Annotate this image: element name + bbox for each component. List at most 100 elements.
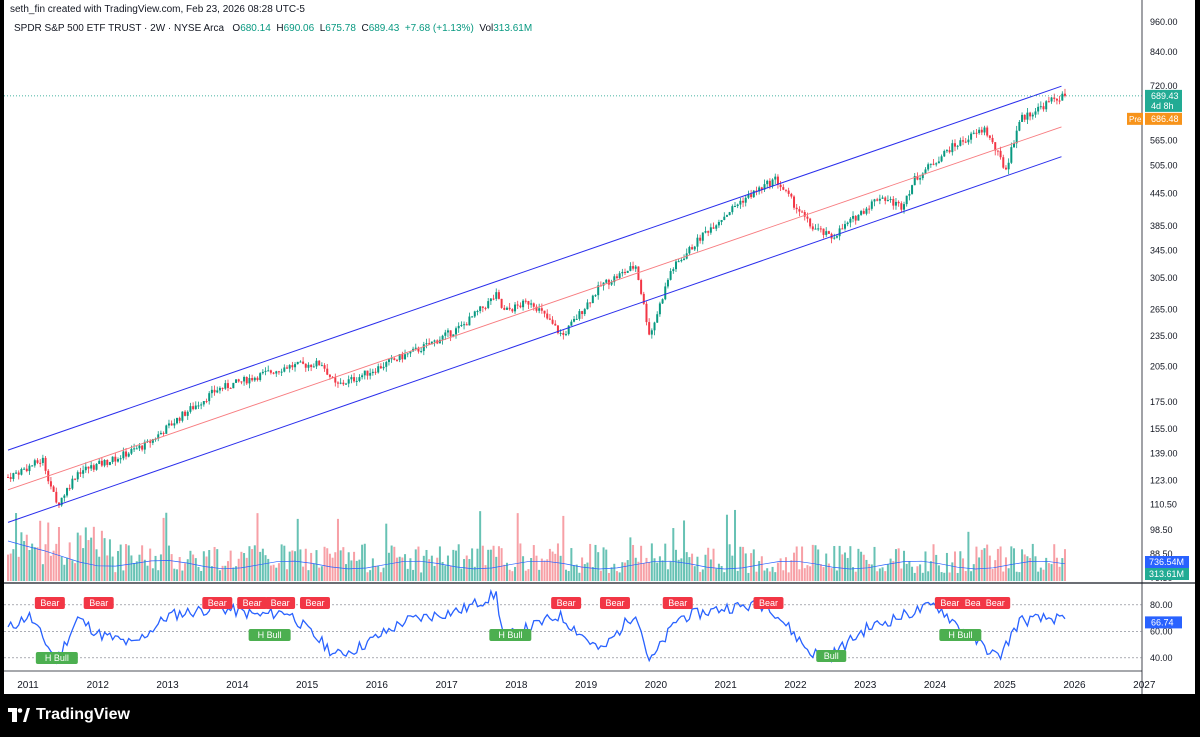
candle-body (272, 372, 275, 374)
candle-body (669, 271, 672, 280)
volume-bar (471, 548, 474, 581)
volume-bar (594, 544, 597, 581)
bear-label (551, 597, 582, 609)
volume-bar (978, 557, 981, 581)
volume-bar (637, 561, 640, 581)
volume-bar (822, 567, 825, 581)
candle-body (787, 190, 790, 194)
volume-bar (683, 520, 686, 581)
volume-bar (583, 564, 586, 581)
volume-bar (755, 571, 758, 581)
volume-bar (361, 544, 364, 581)
volume-bar (41, 564, 44, 581)
volume-bar (414, 549, 417, 581)
volume-bar (248, 546, 251, 581)
regression-channel[interactable] (4, 85, 1142, 523)
symbol-title[interactable]: SPDR S&P 500 ETF TRUST · 2W · NYSE Arca (14, 23, 225, 34)
volume-bar (256, 513, 259, 581)
candle-body (567, 325, 570, 335)
volume-bar (994, 560, 997, 581)
volume-bar (1010, 546, 1013, 581)
volume-bar (235, 566, 238, 581)
volume-bar (940, 572, 943, 581)
candle-body (884, 197, 887, 201)
volume-bar (68, 542, 71, 581)
pre-label: Pre (1129, 115, 1142, 124)
candle-body (122, 451, 125, 459)
price-axis[interactable]: 960.00840.00720.00625.00565.00505.00445.… (1127, 17, 1189, 583)
candle-body (527, 301, 530, 305)
volume-bar (567, 571, 570, 581)
price-pane[interactable] (4, 0, 1195, 694)
volume-bar (1013, 548, 1016, 581)
tv-logo-icon (8, 708, 30, 722)
rsi-tick-label: 60.00 (1150, 626, 1173, 636)
candle-body (817, 228, 820, 230)
volume-bar (661, 560, 664, 581)
candle-body (312, 366, 315, 368)
divergence-label-text: H Bull (258, 630, 282, 640)
candle-body (747, 194, 750, 198)
volume-bar (133, 562, 136, 581)
volume-bar (709, 559, 712, 581)
candle-body (49, 481, 52, 487)
volume-bar (929, 561, 932, 581)
candle-body (819, 228, 822, 230)
candle-body (176, 417, 179, 424)
time-tick-label: 2025 (994, 680, 1017, 691)
volume-bar (570, 548, 573, 581)
volume-bar (197, 566, 200, 581)
price-tick-label: 175.00 (1150, 397, 1178, 407)
volume-bar (530, 558, 533, 581)
candle-body (406, 353, 409, 355)
price-tick-label: 88.50 (1150, 549, 1173, 559)
candle-body (865, 208, 868, 214)
time-axis[interactable]: 2011 2012 2013 2014 2015 2016 2017 2018 2019 2020… (17, 680, 1156, 691)
volume-bar (28, 550, 31, 581)
volume-bar (192, 554, 195, 581)
volume-bar (972, 564, 975, 581)
candle-body (497, 292, 500, 299)
candle-body (715, 225, 718, 229)
candle-body (771, 179, 774, 187)
candle-body (261, 371, 264, 374)
candle-body (285, 367, 288, 369)
vol-last-badge (1145, 568, 1189, 580)
candle-body (355, 380, 358, 382)
volume-ma-line (7, 540, 1066, 570)
volume-bar (422, 555, 425, 581)
tradingview-logo[interactable]: TradingView (8, 706, 130, 724)
candle-body (624, 271, 627, 273)
candle-body (240, 381, 243, 383)
candle-body (213, 389, 216, 393)
volume-bar (245, 557, 248, 581)
candle-body (422, 344, 425, 352)
candle-body (1055, 98, 1058, 101)
volume-bar (723, 572, 726, 581)
candle-body (251, 378, 254, 381)
volume-bar (964, 571, 967, 581)
vol-ma-value: 736.54M (1149, 557, 1184, 567)
volume-bar (935, 554, 938, 581)
volume-bar (642, 563, 645, 581)
divergence-label-text: Bear (40, 598, 59, 608)
candle-body (554, 323, 557, 326)
volume-bar (210, 566, 213, 581)
volume-bar (747, 572, 750, 581)
volume-bar (760, 556, 763, 581)
candle-body (387, 359, 390, 363)
candle-body (79, 472, 82, 474)
volume-bar (111, 556, 114, 581)
candle-body (256, 377, 259, 380)
volume-bar (790, 560, 793, 581)
time-tick-label: 2011 (17, 680, 39, 691)
volume-bar (811, 544, 814, 581)
candle-body (731, 206, 734, 213)
credit-text: seth_fin created with TradingView.com, F… (10, 4, 305, 15)
volume-bar (970, 571, 973, 581)
bear-label (980, 597, 1011, 609)
candle-body (564, 334, 567, 336)
volume-bar (371, 558, 374, 581)
volume-bar (36, 547, 39, 581)
